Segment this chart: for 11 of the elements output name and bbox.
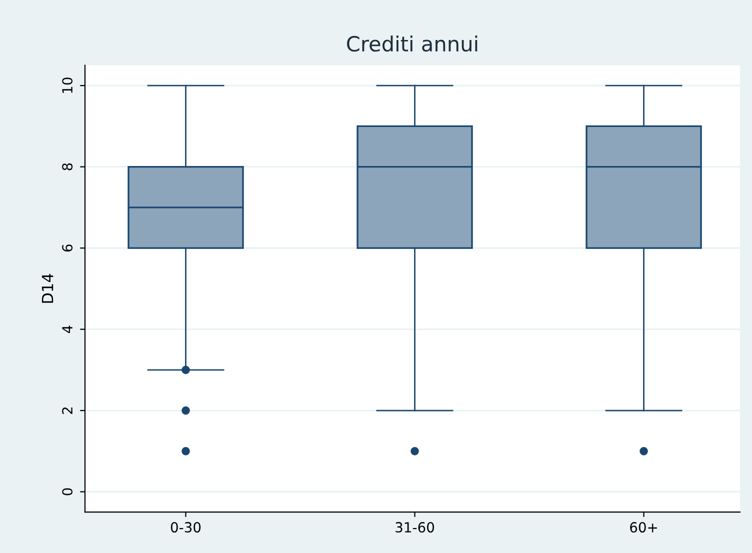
x-tick-label: 0-30 xyxy=(170,522,201,533)
y-tick-label: 0 xyxy=(62,488,73,496)
y-tick-label: 8 xyxy=(62,163,73,170)
x-tick-label: 60+ xyxy=(630,522,657,533)
y-tick-label: 4 xyxy=(62,326,72,334)
y-axis-title: D14 xyxy=(42,274,54,303)
x-tick-label: 31-60 xyxy=(396,522,434,533)
y-tick-label: 2 xyxy=(62,408,72,414)
y-tick-label: 6 xyxy=(62,244,73,252)
chart-title: Crediti annui xyxy=(347,36,478,52)
y-tick-label: 10 xyxy=(62,78,73,93)
